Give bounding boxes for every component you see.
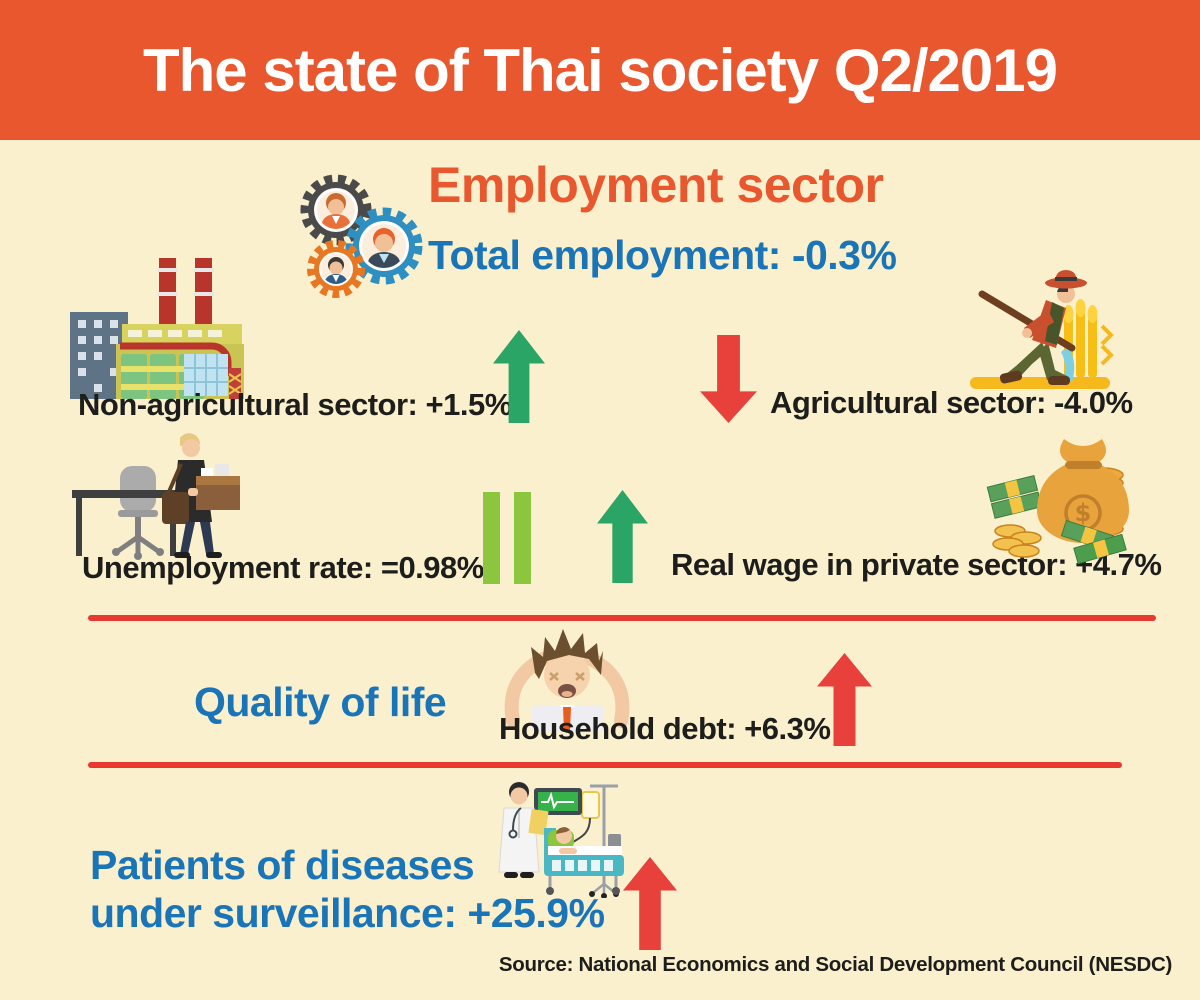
up-arrow-icon <box>597 490 648 583</box>
up-arrow-icon <box>623 857 677 950</box>
hospital-patient-icon <box>486 776 626 899</box>
quality-of-life-heading: Quality of life <box>194 679 447 725</box>
factory-icon <box>64 254 246 399</box>
total-employment-label: Total employment: -0.3% <box>428 232 897 278</box>
money-bag-icon: $ <box>980 425 1138 570</box>
employment-section-heading: Employment sector <box>428 157 884 213</box>
stressed-person-icon <box>497 621 637 733</box>
source-credit: Source: National Economics and Social De… <box>498 953 1172 976</box>
page-title: The state of Thai society Q2/2019 <box>142 36 1058 104</box>
agricultural-label: Agricultural sector: -4.0% <box>770 385 1133 420</box>
svg-text:$: $ <box>1075 499 1092 527</box>
section-divider <box>88 615 1156 621</box>
down-arrow-icon <box>700 335 757 423</box>
patients-label-line1: Patients of diseases <box>90 842 475 888</box>
laid-off-worker-icon <box>68 430 242 560</box>
unemployment-label: Unemployment rate: =0.98% <box>82 550 484 585</box>
steady-equal-icon <box>483 492 531 584</box>
workforce-gears-icon <box>296 162 426 302</box>
household-debt-label: Household debt: +6.3% <box>499 711 831 746</box>
section-divider <box>88 762 1122 768</box>
non-agricultural-label: Non-agricultural sector: +1.5% <box>78 387 512 422</box>
patients-label-line2: under surveillance: +25.9% <box>90 890 605 936</box>
header-banner: The state of Thai society Q2/2019 <box>0 0 1200 140</box>
farmer-icon <box>960 250 1120 395</box>
